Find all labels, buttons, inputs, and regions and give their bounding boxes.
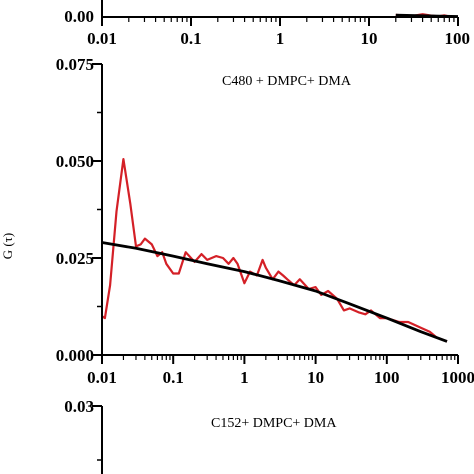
middle-x-tick-label: 1 [240,368,249,387]
middle-y-tick-label: 0.000 [56,346,94,365]
middle-series-data-line [101,158,448,343]
middle-x-tick-label: 100 [374,368,400,387]
middle-annotation: C480 + DMPC+ DMA [222,74,352,89]
top-x-tick-label: 0.01 [87,29,117,48]
middle-series-fit-line [101,241,448,343]
middle-y-ticks: 0.000 0.025 0.050 0.075 [56,55,102,365]
middle-x-ticks: 0.01 0.1 1 10 100 1000 [87,355,474,387]
bottom-panel: 0.03 C152+ DMPC+ DMA [64,397,337,474]
middle-panel: 0.000 0.025 0.050 0.075 0.01 0.1 1 10 100 1000 C… [0,55,474,387]
top-x-tick-label: 10 [361,29,378,48]
middle-x-tick-label: 0.01 [87,368,117,387]
middle-y-tick-label: 0.025 [56,249,94,268]
middle-plot-area [101,158,448,343]
top-y-tick-label: 0.00 [64,7,94,26]
bottom-annotation: C152+ DMPC+ DMA [211,416,337,431]
top-x-tick-label: 0.1 [180,29,201,48]
middle-x-tick-label: 1000 [441,368,474,387]
middle-y-tick-label: 0.050 [56,152,94,171]
middle-y-axis-label: G (τ) [0,233,15,260]
top-x-ticks: 0.01 0.1 1 10 100 [87,17,470,48]
top-x-tick-label: 100 [445,29,471,48]
middle-x-tick-label: 0.1 [163,368,184,387]
middle-y-tick-label: 0.075 [56,55,94,74]
top-panel: 0.00 0.01 0.1 1 10 100 [64,0,470,48]
top-x-tick-label: 1 [276,29,285,48]
middle-x-tick-label: 10 [307,368,324,387]
bottom-y-tick-label: 0.03 [64,397,94,416]
